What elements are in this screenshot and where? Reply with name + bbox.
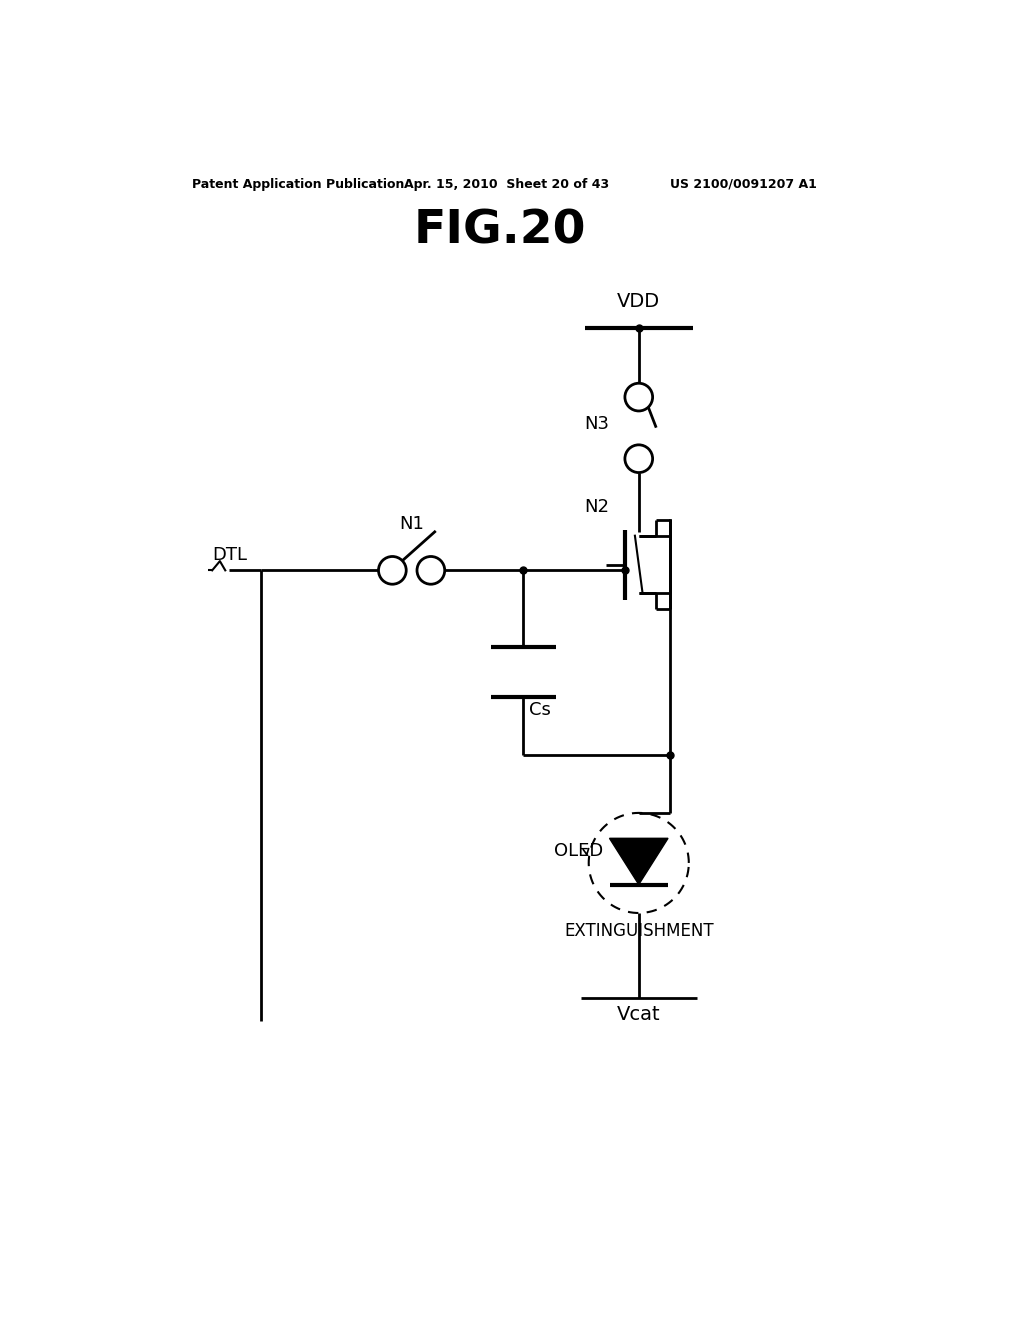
- Circle shape: [625, 383, 652, 411]
- Text: Cs: Cs: [529, 701, 551, 719]
- Text: FIG.20: FIG.20: [414, 209, 587, 253]
- Circle shape: [417, 557, 444, 585]
- Polygon shape: [609, 838, 668, 884]
- Text: Patent Application Publication: Patent Application Publication: [193, 178, 404, 190]
- Text: VDD: VDD: [617, 292, 660, 312]
- Text: N1: N1: [399, 515, 424, 533]
- Text: EXTINGUISHMENT: EXTINGUISHMENT: [564, 923, 714, 940]
- Circle shape: [379, 557, 407, 585]
- Text: N2: N2: [585, 499, 609, 516]
- Text: OLED: OLED: [554, 842, 603, 861]
- Text: Apr. 15, 2010  Sheet 20 of 43: Apr. 15, 2010 Sheet 20 of 43: [403, 178, 609, 190]
- Text: N3: N3: [585, 414, 609, 433]
- Circle shape: [625, 445, 652, 473]
- Text: Vcat: Vcat: [616, 1006, 660, 1024]
- Text: DTL: DTL: [212, 546, 247, 564]
- Text: US 2100/0091207 A1: US 2100/0091207 A1: [670, 178, 816, 190]
